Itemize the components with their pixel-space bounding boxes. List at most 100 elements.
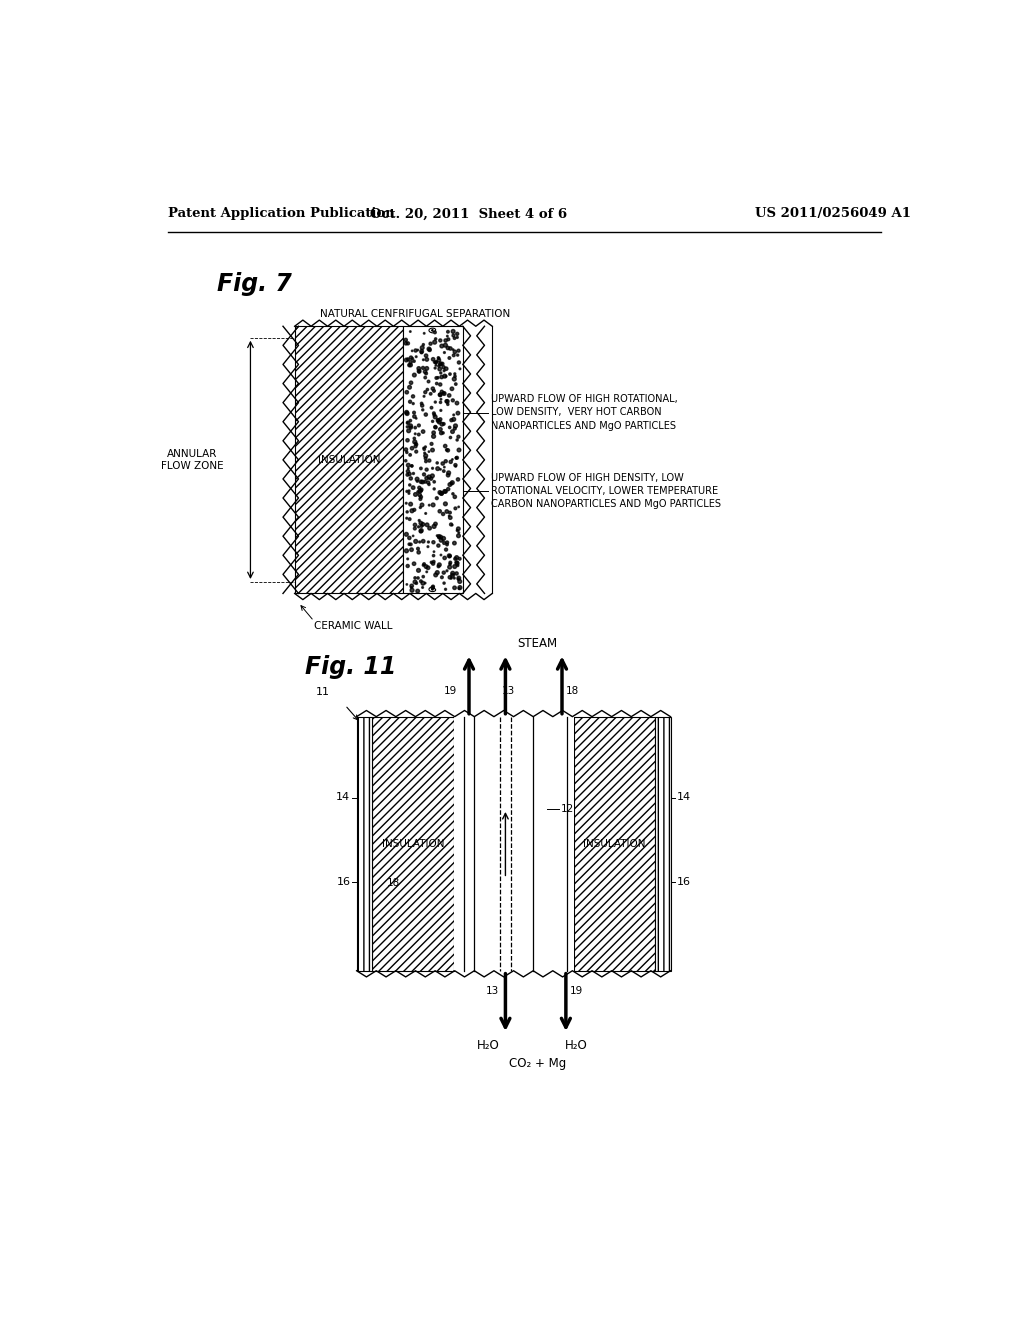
Point: [419, 515, 435, 536]
Point: [399, 348, 416, 370]
Point: [449, 552, 465, 573]
Point: [433, 400, 450, 421]
Text: 19: 19: [444, 685, 458, 696]
Point: [399, 333, 416, 354]
Point: [451, 519, 467, 540]
Point: [445, 404, 462, 425]
Point: [398, 442, 415, 463]
Point: [431, 350, 447, 371]
Point: [413, 471, 429, 492]
Point: [400, 483, 417, 504]
Point: [408, 436, 424, 457]
Point: [443, 473, 460, 494]
Point: [436, 548, 453, 569]
Point: [429, 562, 445, 583]
Point: [420, 532, 436, 553]
Point: [398, 492, 415, 513]
Point: [435, 383, 452, 404]
Point: [434, 413, 451, 434]
Text: 18: 18: [566, 685, 580, 696]
Point: [398, 540, 415, 561]
Point: [442, 338, 459, 359]
Point: [412, 532, 428, 553]
Point: [407, 515, 423, 536]
Point: [425, 553, 441, 574]
Point: [442, 507, 459, 528]
Point: [444, 421, 461, 442]
Point: [435, 413, 452, 434]
Point: [398, 381, 415, 403]
Point: [418, 556, 434, 577]
Point: [419, 459, 435, 480]
Point: [433, 544, 450, 565]
Point: [432, 363, 449, 384]
Point: [403, 579, 420, 601]
Point: [421, 338, 437, 359]
Point: [447, 498, 464, 519]
Point: [427, 565, 443, 586]
Point: [418, 447, 434, 469]
Point: [423, 469, 439, 490]
Point: [441, 417, 458, 438]
Point: [401, 508, 418, 529]
Point: [414, 341, 430, 362]
Point: [402, 417, 419, 438]
Point: [406, 553, 422, 574]
Point: [426, 478, 442, 499]
Point: [444, 449, 461, 470]
Point: [410, 568, 426, 589]
Point: [398, 350, 415, 371]
Point: [418, 363, 434, 384]
Text: 12: 12: [560, 804, 573, 814]
Polygon shape: [573, 717, 655, 970]
Point: [431, 527, 447, 548]
Point: [416, 463, 432, 484]
Point: [409, 573, 425, 594]
Point: [419, 561, 435, 582]
Point: [445, 409, 462, 430]
Point: [400, 420, 417, 441]
Point: [413, 496, 429, 517]
Point: [431, 525, 447, 546]
Point: [413, 458, 429, 479]
Text: Fig. 11: Fig. 11: [305, 655, 396, 678]
Point: [403, 438, 420, 459]
Point: [439, 532, 456, 553]
Point: [430, 535, 446, 556]
Point: [418, 404, 434, 425]
Point: [407, 432, 423, 453]
Point: [408, 408, 424, 429]
Text: H₂O: H₂O: [564, 1039, 588, 1052]
Point: [450, 469, 466, 490]
Point: [431, 554, 447, 576]
Point: [449, 392, 465, 413]
Point: [426, 351, 442, 372]
Point: [429, 453, 445, 474]
Point: [423, 552, 439, 573]
Point: [401, 474, 418, 495]
Point: [433, 335, 450, 356]
Point: [440, 479, 457, 500]
Point: [451, 568, 467, 589]
Point: [442, 426, 459, 447]
Point: [402, 467, 419, 488]
Point: [417, 573, 433, 594]
Point: [407, 568, 423, 589]
Point: [426, 471, 442, 492]
Point: [427, 329, 443, 350]
Point: [446, 327, 463, 348]
Text: 16: 16: [677, 878, 691, 887]
Point: [451, 352, 467, 374]
Point: [415, 399, 431, 420]
Point: [419, 348, 435, 370]
Point: [417, 381, 433, 403]
Point: [436, 532, 453, 553]
Point: [431, 500, 447, 521]
Point: [450, 327, 466, 348]
Point: [435, 562, 452, 583]
Point: [452, 548, 468, 569]
Point: [410, 581, 426, 602]
Point: [425, 495, 441, 516]
Point: [420, 371, 436, 392]
Point: [437, 450, 454, 471]
